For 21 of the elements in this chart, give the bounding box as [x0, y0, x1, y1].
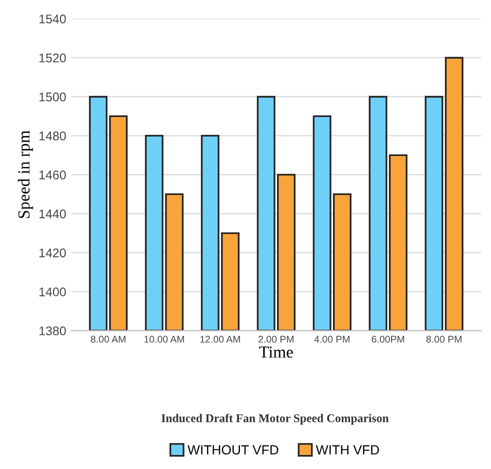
y-tick-label: 1380 — [39, 326, 66, 336]
y-tick-label: 1420 — [39, 248, 66, 258]
x-tick-label: 8.00 PM — [426, 336, 462, 343]
y-tick-label: 1520 — [39, 54, 66, 62]
y-tick-label: 1540 — [39, 14, 66, 24]
y-tick-label: 1400 — [39, 287, 66, 296]
y-axis-title: Speed in rpm — [18, 130, 33, 218]
x-tick-label: 10.00 AM — [144, 336, 184, 343]
text: Induced Draft Fan Motor Speed Comparison — [162, 414, 389, 425]
x-tick-label: 4.00 PM — [314, 336, 350, 343]
x-tick-label: 12.00 AM — [200, 336, 240, 343]
legend-label: WITHOUT VFD — [188, 445, 278, 455]
y-tick-label: 1480 — [39, 132, 66, 140]
y-tick-label: 1440 — [39, 209, 66, 218]
y-tick-label: 1460 — [39, 170, 66, 180]
x-tick-label: 2.00 PM — [258, 336, 294, 343]
y-tick-label: 1500 — [39, 92, 66, 102]
x-axis-title: Time — [259, 346, 293, 358]
x-tick-label: 8.00 AM — [90, 336, 126, 343]
x-tick-label: 6.00PM — [372, 336, 404, 343]
legend-label: WITH VFD — [316, 445, 379, 454]
